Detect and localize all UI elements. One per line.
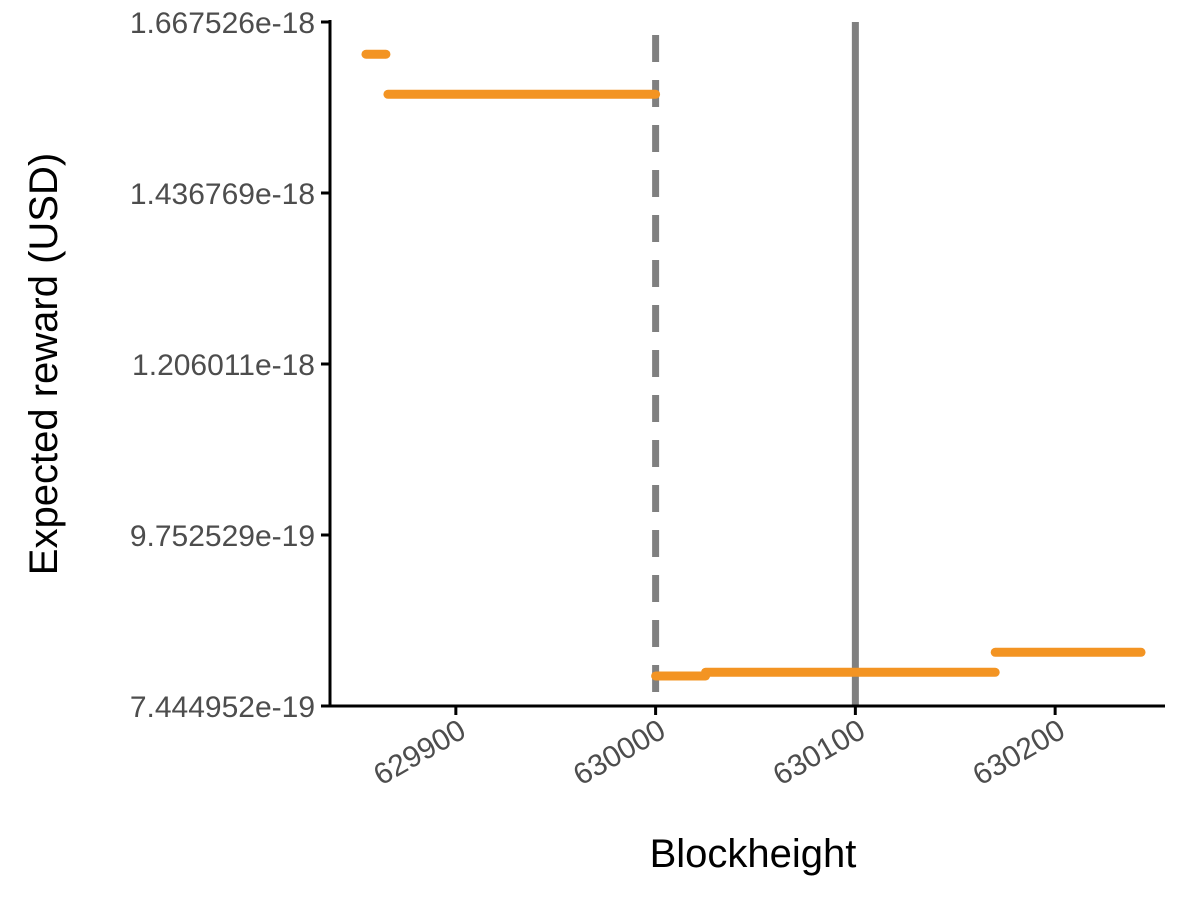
y-tick-label: 1.206011e-18 bbox=[132, 349, 315, 382]
y-tick-label: 1.436769e-18 bbox=[130, 178, 315, 211]
y-axis-title: Expected reward (USD) bbox=[22, 153, 66, 575]
x-axis-ticks: 629900 630000 630100 630200 bbox=[368, 706, 1071, 792]
x-tick-label: 630200 bbox=[967, 713, 1070, 792]
axes bbox=[328, 20, 1165, 708]
x-tick-label: 630000 bbox=[568, 713, 671, 792]
y-axis-ticks: 7.444952e-19 9.752529e-19 1.206011e-18 1.43… bbox=[130, 7, 330, 724]
x-axis-title: Blockheight bbox=[650, 832, 857, 876]
y-tick-label: 9.752529e-19 bbox=[130, 520, 315, 553]
x-tick-label: 629900 bbox=[368, 713, 471, 792]
expected-reward-series bbox=[361, 49, 1146, 681]
y-tick-label: 7.444952e-19 bbox=[130, 691, 315, 724]
x-tick-label: 630100 bbox=[768, 713, 871, 792]
reference-lines bbox=[652, 22, 859, 706]
y-tick-label: 1.667526e-18 bbox=[130, 7, 315, 40]
